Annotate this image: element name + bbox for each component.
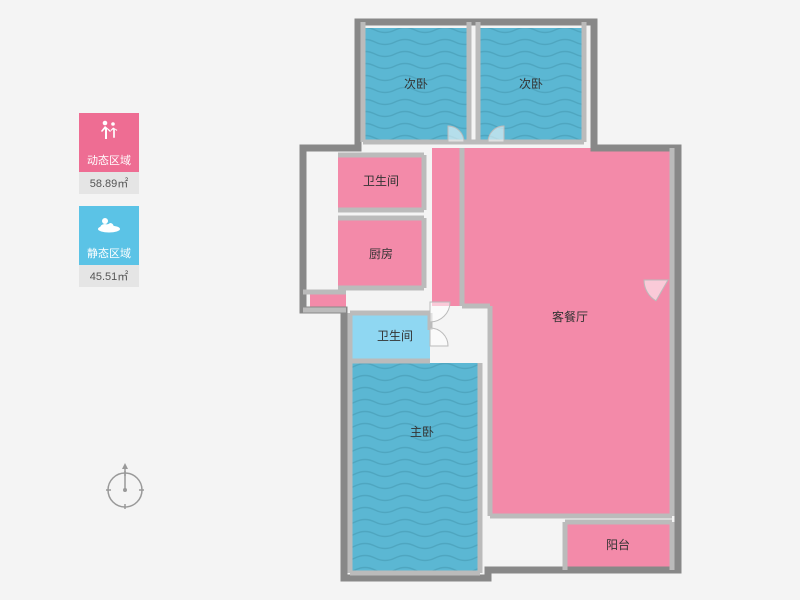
door-arc <box>430 328 448 346</box>
room-label-main-bed: 主卧 <box>410 425 434 439</box>
room-label-wc1: 卫生间 <box>363 174 399 188</box>
room-label-wc2: 卫生间 <box>377 329 413 343</box>
room-living <box>462 148 672 516</box>
room-label-balcony: 阳台 <box>606 537 630 552</box>
room-label-living: 客餐厅 <box>552 309 588 324</box>
floor-plan: 次卧次卧卫生间厨房卫生间主卧客餐厅阳台 <box>0 0 800 600</box>
room-label-bed2-left: 次卧 <box>404 77 428 91</box>
room-label-kitchen: 厨房 <box>369 246 393 261</box>
room-label-bed2-right: 次卧 <box>519 77 543 91</box>
door-arc <box>430 302 450 322</box>
room-main-bed <box>350 363 480 573</box>
